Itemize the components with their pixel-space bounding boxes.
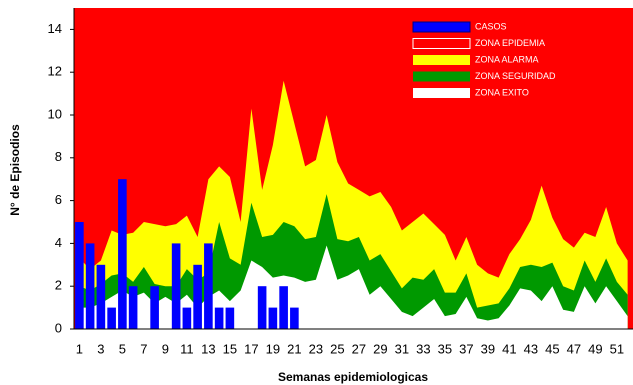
x-tick-label: 43 (524, 341, 538, 356)
x-tick-label: 7 (140, 341, 147, 356)
bar (204, 243, 213, 329)
y-tick-label: 12 (48, 64, 62, 79)
x-tick-label: 21 (287, 341, 301, 356)
y-tick-label: 10 (48, 106, 62, 121)
x-tick-label: 17 (244, 341, 258, 356)
y-tick-label: 4 (55, 235, 62, 250)
bar (225, 307, 235, 329)
bar (193, 264, 202, 329)
x-tick-label: 15 (223, 341, 237, 356)
bar (107, 307, 116, 329)
bar (268, 307, 278, 329)
bar (290, 307, 299, 329)
x-tick-label: 27 (352, 341, 366, 356)
x-axis-label: Semanas epidemiologicas (278, 370, 428, 384)
bar (75, 222, 84, 329)
y-tick-label: 6 (55, 192, 62, 207)
y-axis-label: N° de Episodios (8, 124, 22, 216)
bar (279, 286, 288, 329)
x-tick-label: 49 (588, 341, 602, 356)
legend-label: ZONA EPIDEMIA (475, 38, 545, 48)
x-tick-label: 31 (395, 341, 409, 356)
x-tick-label: 47 (567, 341, 581, 356)
x-tick-label: 33 (416, 341, 430, 356)
bar (96, 264, 106, 329)
x-tick-label: 5 (119, 341, 126, 356)
x-tick-label: 29 (373, 341, 387, 356)
legend-label: ZONA EXITO (475, 87, 529, 97)
x-tick-label: 39 (481, 341, 495, 356)
bar (257, 286, 267, 329)
x-tick-label: 41 (502, 341, 516, 356)
legend-label: CASOS (475, 21, 507, 31)
x-tick-label: 11 (180, 341, 194, 356)
x-tick-label: 9 (162, 341, 169, 356)
x-tick-label: 37 (459, 341, 473, 356)
bar (171, 243, 181, 329)
legend-swatch (412, 21, 471, 33)
bar (118, 179, 127, 329)
legend: CASOS ZONA EPIDEMIA ZONA ALARMA ZONA SEGURI… (412, 21, 556, 98)
bar (182, 307, 192, 329)
x-tick-label: 25 (330, 341, 344, 356)
y-tick-label: 2 (55, 278, 62, 293)
x-tick-label: 19 (266, 341, 280, 356)
legend-swatch (413, 88, 470, 98)
x-tick-label: 3 (97, 341, 104, 356)
y-tick-label: 0 (55, 320, 62, 335)
legend-label: ZONA SEGURIDAD (475, 71, 556, 81)
legend-swatch (413, 55, 470, 65)
y-tick-label: 8 (55, 149, 62, 164)
legend-swatch (412, 38, 471, 49)
y-tick-label: 14 (48, 21, 62, 36)
x-tick-label: 23 (309, 341, 323, 356)
x-tick-label: 45 (545, 341, 559, 356)
bar (214, 307, 224, 329)
legend-label: ZONA ALARMA (475, 54, 539, 64)
x-tick-label: 13 (201, 341, 215, 356)
x-tick-label: 1 (76, 341, 83, 356)
legend-swatch (413, 71, 470, 82)
bar (128, 286, 138, 329)
bar (150, 286, 159, 329)
x-tick-label: 35 (438, 341, 452, 356)
x-tick-label: 51 (610, 341, 624, 356)
bar (85, 243, 95, 329)
